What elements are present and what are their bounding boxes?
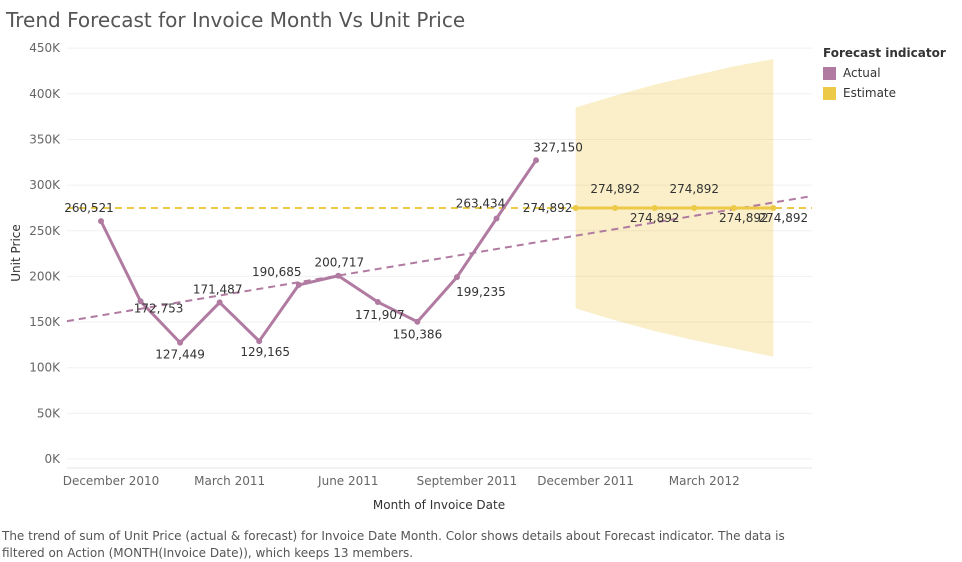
- data-label: 127,449: [155, 348, 205, 362]
- y-tick-label: 250K: [29, 224, 61, 238]
- legend-swatch-actual: [823, 66, 836, 80]
- data-point: [691, 205, 698, 212]
- x-axis-title: Month of Invoice Date: [373, 498, 505, 512]
- data-point: [216, 299, 223, 306]
- y-tick-label: 350K: [29, 132, 61, 146]
- reference-lines: [66, 195, 813, 323]
- data-point: [256, 338, 263, 345]
- data-point: [651, 205, 658, 212]
- y-tick-label: 100K: [29, 361, 61, 375]
- legend-swatch-estimate: [823, 86, 836, 100]
- data-label: 260,521: [64, 201, 114, 215]
- data-label: 263,434: [456, 196, 506, 210]
- data-point: [335, 272, 342, 279]
- data-label: 274,892: [590, 182, 640, 196]
- legend-label-estimate: Estimate: [843, 86, 897, 100]
- legend-item-estimate[interactable]: Estimate: [823, 83, 946, 103]
- data-label: 172,753: [134, 301, 184, 315]
- y-tick-label: 200K: [29, 269, 61, 283]
- series-line-actual: [99, 159, 538, 345]
- x-axis-ticks: December 2010 March 2011 June 2011 Septembe…: [63, 474, 740, 488]
- x-tick-label: June 2011: [317, 474, 379, 488]
- data-point: [177, 339, 184, 346]
- data-label: 327,150: [533, 140, 583, 154]
- y-axis-ticks: 450K 400K 350K 300K 250K 200K 150K 100K 50K 0K: [29, 41, 61, 466]
- data-label: 190,685: [252, 265, 302, 279]
- data-label: 274,892: [630, 211, 680, 225]
- data-label: 274,892: [719, 211, 769, 225]
- y-tick-label: 0K: [44, 452, 61, 466]
- data-label: 200,717: [314, 256, 364, 270]
- data-point: [137, 298, 144, 305]
- y-axis-title: Unit Price: [9, 224, 23, 282]
- legend-title: Forecast indicator: [823, 46, 946, 60]
- y-tick-label: 400K: [29, 87, 61, 101]
- data-point: [493, 215, 500, 222]
- data-label: 150,386: [393, 328, 443, 342]
- data-point: [730, 205, 737, 212]
- data-label: 129,165: [240, 345, 290, 359]
- x-tick-label: March 2011: [194, 474, 265, 488]
- y-tick-label: 50K: [37, 406, 61, 420]
- legend-label-actual: Actual: [843, 66, 881, 80]
- data-label: 274,892: [669, 182, 719, 196]
- data-point: [374, 299, 381, 306]
- series-points: [98, 157, 777, 346]
- data-point: [453, 274, 460, 281]
- x-tick-label: December 2010: [63, 474, 160, 488]
- data-point: [533, 157, 540, 164]
- x-tick-label: March 2012: [669, 474, 740, 488]
- y-tick-label: 300K: [29, 178, 61, 192]
- page-title: Trend Forecast for Invoice Month Vs Unit…: [6, 8, 466, 32]
- gridlines: [67, 47, 812, 469]
- x-tick-label: December 2011: [537, 474, 634, 488]
- data-label: 274,892: [759, 211, 809, 225]
- data-point: [98, 218, 104, 225]
- legend: Forecast indicator Actual Estimate: [823, 46, 946, 103]
- data-point: [770, 205, 777, 212]
- data-point: [572, 205, 579, 212]
- series-lines: [99, 159, 774, 345]
- data-point: [295, 281, 302, 288]
- legend-item-actual[interactable]: Actual: [823, 63, 946, 83]
- chart-caption: The trend of sum of Unit Price (actual &…: [2, 529, 785, 560]
- trend-line: [66, 195, 813, 323]
- x-tick-label: September 2011: [417, 474, 518, 488]
- data-labels: 260,521 172,753 127,449 171,487 129,165 190,6…: [64, 140, 808, 361]
- y-tick-label: 450K: [29, 41, 61, 55]
- data-label: 171,907: [355, 308, 405, 322]
- data-label: 274,892: [523, 201, 573, 215]
- data-label: 171,487: [193, 282, 243, 296]
- y-tick-label: 150K: [29, 315, 61, 329]
- data-label: 199,235: [456, 285, 506, 299]
- data-point: [414, 318, 421, 325]
- data-point: [612, 205, 619, 212]
